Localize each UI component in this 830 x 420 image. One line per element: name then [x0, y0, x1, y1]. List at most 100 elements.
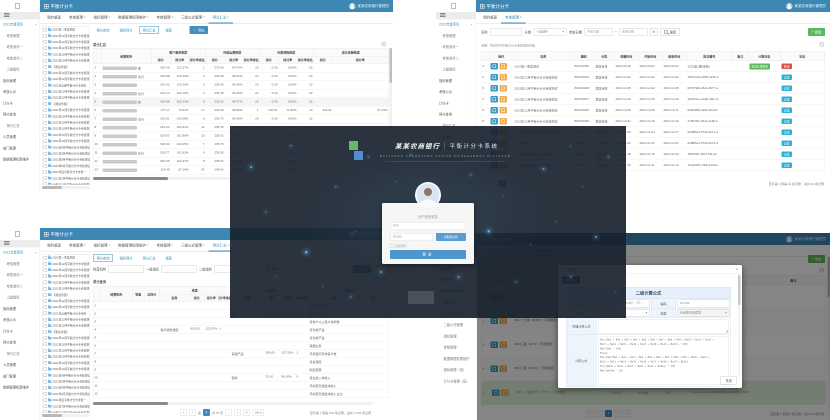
- checkbox[interactable]: [43, 317, 47, 322]
- tab[interactable]: 考核管理: [65, 240, 90, 252]
- page-last[interactable]: »: [623, 410, 630, 417]
- checkbox[interactable]: [43, 120, 47, 125]
- checkbox[interactable]: [43, 170, 47, 174]
- table-row[interactable]: 1 2022第一季度测试 BSC00030 季度考核 2022-02-28 20…: [481, 61, 825, 72]
- sidebar-item[interactable]: 上级指标: [6, 296, 20, 300]
- sidebar-item[interactable]: 考核测评一: [6, 45, 23, 50]
- tree-item[interactable]: 2021年12月平衡计分卡考核测试: [43, 51, 90, 57]
- tree-item[interactable]: 2021年12月平衡计分卡考核测试: [43, 45, 90, 51]
- checkbox[interactable]: [43, 367, 47, 371]
- checkbox[interactable]: [43, 342, 47, 347]
- checkbox[interactable]: [43, 164, 47, 168]
- tab[interactable]: 考核管理: [65, 12, 90, 24]
- tab[interactable]: 得分汇总: [208, 12, 234, 24]
- tree-scrollbar[interactable]: [42, 414, 90, 417]
- checkbox[interactable]: [43, 58, 47, 63]
- edit-button[interactable]: [490, 107, 498, 114]
- tab[interactable]: 我的桌面: [47, 243, 61, 248]
- checkbox[interactable]: [43, 392, 47, 396]
- tree-item[interactable]: 【测试考核】: [43, 329, 90, 335]
- name-filter-input[interactable]: [490, 28, 522, 36]
- dialog-close-icon[interactable]: ×: [735, 266, 738, 272]
- edit-button[interactable]: [490, 96, 498, 103]
- sidebar-item[interactable]: 计分卡管理（旧）: [443, 379, 470, 384]
- tree-item[interactable]: 2021年12月平衡计分卡考核测试: [43, 39, 90, 45]
- table-row[interactable]: 6 2021年12月平衡计分卡考核测试 BSC00025 季度考核 2021-1…: [481, 116, 825, 127]
- code-input[interactable]: ZP-002: [677, 299, 730, 308]
- close-icon[interactable]: ×: [824, 235, 827, 241]
- page-scrollbar[interactable]: [827, 257, 830, 410]
- checkbox[interactable]: [43, 299, 47, 303]
- page-size-select[interactable]: 100 ▾: [252, 409, 265, 416]
- table-row[interactable]: 5 2021年12月平衡计分卡考核测试 BSC00026 季度考核 2021-1…: [481, 105, 825, 116]
- page-prev[interactable]: ‹: [189, 409, 196, 416]
- checkbox[interactable]: [43, 336, 47, 340]
- tree-item[interactable]: 2021年8月平衡计分卡考核测试: [43, 163, 90, 169]
- checkbox[interactable]: [43, 268, 47, 272]
- sidebar-item[interactable]: 上级指标: [6, 68, 20, 72]
- sidebar-item[interactable]: 得分汇总: [6, 352, 20, 356]
- sidebar-item[interactable]: 考核公示 ‹: [3, 90, 37, 95]
- sidebar-item[interactable]: 数据管理权限维护: [443, 357, 470, 361]
- checkbox[interactable]: [43, 46, 47, 50]
- close-icon[interactable]: ×: [387, 2, 390, 8]
- tab[interactable]: 我的桌面: [47, 15, 61, 20]
- tree-item[interactable]: 全量2021年平衡计分卡考核测试: [43, 409, 90, 413]
- checkbox[interactable]: [43, 34, 47, 38]
- table-row[interactable]: 9 网贷结算: [93, 366, 389, 374]
- tab[interactable]: 考核管理: [501, 12, 526, 24]
- tree-item[interactable]: 2021年12月平衡计分卡考核测试: [43, 70, 90, 76]
- table-row[interactable]: 2 2021年12月平衡计分卡考核测试 BSC00029 季度考核 2021-1…: [481, 72, 825, 83]
- date-to-input[interactable]: 结束日期: [619, 28, 648, 36]
- manage-formula-textarea[interactable]: [598, 319, 729, 334]
- tree-item[interactable]: 2021年11月平衡计分卡考核测试: [43, 341, 90, 347]
- page-first[interactable]: «: [180, 409, 187, 416]
- user-menu[interactable]: 某某农商银行管理员: [786, 0, 826, 12]
- tree-item[interactable]: 2021年全量平衡计分卡考核: [43, 310, 90, 316]
- table-row[interactable]: 10 营收 32.00 80.00% 9 营业收入净收入: [93, 374, 389, 382]
- checkbox[interactable]: [43, 305, 47, 309]
- sidebar-item[interactable]: 数据管理权限维护‹: [3, 158, 37, 162]
- page-current[interactable]: 1: [605, 410, 612, 417]
- checkbox[interactable]: [43, 65, 47, 69]
- subtab[interactable]: 指标得分: [119, 29, 133, 33]
- tree-item[interactable]: 2021年10月平衡计分卡考核测试: [43, 366, 90, 372]
- checkbox[interactable]: [43, 373, 47, 378]
- sidebar-item[interactable]: 考核管理: [6, 34, 20, 38]
- sidebar-item[interactable]: 2021年度项目 ▾: [439, 23, 473, 27]
- type-select[interactable]: 请选择适用类型 ▾: [677, 309, 730, 317]
- table-row[interactable]: 3 2021年12月平衡计分卡考核测试 BSC00028 季度考核 2021-1…: [481, 83, 825, 94]
- table-scrollbar-v[interactable]: [389, 48, 392, 176]
- sidebar-item[interactable]: 数据管理权限维护‹: [3, 386, 37, 390]
- table-row[interactable]: 6 177.17 72.61% 17 222.58 88.05% 1 240.51 71.80…: [93, 106, 389, 115]
- user-menu[interactable]: 某某农商银行管理员: [349, 0, 389, 12]
- tree-item[interactable]: 【测试考核】: [43, 64, 90, 70]
- tree-item[interactable]: 2021年度平衡计分卡考核一: [43, 397, 90, 403]
- account-input[interactable]: 账号: [390, 222, 466, 230]
- tab[interactable]: 数据管理权限维护: [114, 12, 153, 24]
- login-button[interactable]: 登录: [390, 250, 466, 259]
- table-row[interactable]: 4 客户服务维度 620.00 121.57% 1 存款类产品: [93, 326, 389, 334]
- dialog-scrollbar[interactable]: [738, 275, 741, 377]
- hamburger-icon[interactable]: [436, 12, 476, 20]
- tree-item[interactable]: 2022第一季度测试: [43, 255, 90, 261]
- table-row[interactable]: 7 支行 520.91 102.08% 6 235.76 80.45% 26 0.00 0.0…: [93, 115, 389, 124]
- checkbox[interactable]: [43, 95, 47, 100]
- tree-item[interactable]: 2021年8月平衡计分卡考核测试: [43, 157, 90, 163]
- subtab[interactable]: 得分查询: [93, 254, 113, 262]
- table-row[interactable]: 11 手续费及佣金净收入: [93, 382, 389, 390]
- tree-item[interactable]: 2021年12月平衡计分卡考核测试: [43, 261, 90, 267]
- sidebar-item[interactable]: 人员管理‹: [3, 363, 37, 368]
- captcha-input[interactable]: 验证码: [390, 233, 433, 241]
- gear-icon[interactable]: [819, 268, 824, 273]
- page-next[interactable]: ›: [225, 409, 233, 416]
- table-row[interactable]: 4 支行 521.14 102.19% 4 235.38 80.46% 24 0.00 0.0…: [93, 89, 389, 98]
- config-button[interactable]: [501, 389, 509, 396]
- sidebar-item[interactable]: 指标管理‹: [439, 79, 473, 83]
- tree-item[interactable]: 2022第一季度测试: [43, 27, 90, 33]
- config-button[interactable]: [499, 317, 507, 324]
- page-next[interactable]: ›: [614, 410, 621, 417]
- edit-button[interactable]: [492, 389, 500, 396]
- tab[interactable]: 得分汇总: [208, 240, 234, 252]
- tree-item[interactable]: 2021年10月平衡计分卡考核测试: [43, 138, 90, 144]
